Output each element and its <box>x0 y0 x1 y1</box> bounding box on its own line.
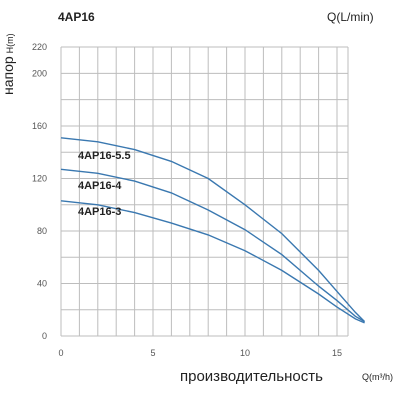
series-label-3: 4AP16-3 <box>78 206 121 218</box>
y-tick-label: 80 <box>37 226 47 236</box>
series-label-1: 4AP16-5.5 <box>78 150 131 162</box>
y-tick-label: 120 <box>32 174 47 184</box>
x-tick-label: 5 <box>150 348 155 358</box>
y-tick-label: 0 <box>42 331 47 341</box>
top-flow-unit-label: Q(L/min) <box>327 10 374 24</box>
series-line-1 <box>60 137 366 323</box>
x-tick-label: 15 <box>332 348 342 358</box>
y-tick-label: 160 <box>32 121 47 131</box>
y-tick-label: 220 <box>32 42 47 52</box>
chart-title: 4AP16 <box>58 10 95 24</box>
series-line-2 <box>60 168 365 323</box>
series-line-3 <box>60 200 365 324</box>
grid <box>60 46 349 337</box>
series-label-2: 4AP16-4 <box>78 180 122 192</box>
y-tick-label: 40 <box>37 279 47 289</box>
x-axis-unit: Q(m³/h) <box>362 372 393 382</box>
x-axis-label: производительность <box>180 368 323 385</box>
x-tick-label: 10 <box>240 348 250 358</box>
y-tick-label: 200 <box>32 68 47 78</box>
x-tick-label: 0 <box>58 348 63 358</box>
